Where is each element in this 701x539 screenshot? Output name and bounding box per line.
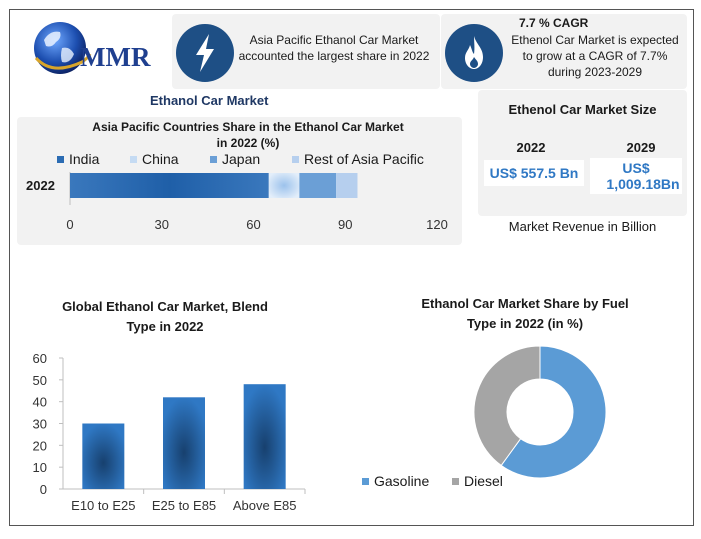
vbar-bar (163, 397, 205, 489)
asia-share-chart: 2022 0 30 60 90 120 (26, 172, 448, 232)
hbar-ticks: 0 30 60 90 120 (66, 217, 447, 232)
vbar-y-tick-label: 10 (33, 460, 47, 475)
legend-label-japan: Japan (222, 151, 261, 167)
vbar-category-label: E25 to E85 (152, 498, 216, 513)
vbar-bar (82, 423, 125, 489)
lightning-icon (196, 34, 214, 72)
blend-type-chart: 0 10 20 30 40 50 60 E10 to E25 E25 to E85 Above … (33, 351, 306, 513)
legend-swatch-gasoline (362, 477, 369, 485)
hbar-segment-china (268, 173, 300, 198)
vbar-y-tick-label: 60 (33, 351, 47, 366)
legend-japan: Japan (210, 151, 260, 167)
vbar-category-label: Above E85 (233, 498, 297, 513)
asia-chart-title: Asia Pacific Countries Share in the Etha… (38, 119, 458, 151)
legend-swatch-rest (292, 155, 299, 163)
hbar-tick-label: 120 (426, 217, 448, 232)
asia-chart-title-line2: in 2022 (%) (216, 136, 280, 150)
vbar-y-tick-label: 30 (33, 417, 47, 432)
logo: MMR (32, 18, 152, 88)
legend-swatch-diesel (452, 477, 459, 485)
legend-swatch-japan (210, 155, 217, 163)
highlight-card-asia: Asia Pacific Ethanol Car Market accounte… (172, 14, 440, 89)
market-size-caption: Market Revenue in Billion (508, 219, 657, 234)
hbar-segment-india (70, 173, 269, 198)
legend-gasoline: Gasoline (362, 473, 429, 489)
fuel-chart-title-line2: Type in 2022 (in %) (466, 316, 584, 331)
market-size-value-2029: US$ 1,009.18Bn (590, 158, 682, 194)
section-title: Ethanol Car Market (150, 93, 269, 108)
lightning-circle (176, 24, 234, 82)
hbar-tick-label: 30 (155, 217, 169, 232)
legend-diesel: Diesel (452, 473, 503, 489)
legend-label-gasoline: Gasoline (374, 473, 430, 489)
highlight-card-cagr: 7.7 % CAGR Ethenol Car Market is expecte… (441, 14, 687, 89)
legend-label-rest: Rest of Asia Pacific (304, 151, 424, 167)
market-size-year-2029: 2029 (626, 140, 656, 155)
card1-text: Asia Pacific Ethanol Car Market accounte… (238, 33, 430, 63)
hbar-segment-rest-of-asia-pacific (336, 173, 358, 198)
fuel-chart-title: Ethanol Car Market Share by Fuel Type in… (380, 294, 670, 334)
flame-icon (465, 36, 483, 69)
logo-text: MMR (80, 42, 151, 72)
legend-china: China (130, 151, 179, 167)
vbar-y-tick-label: 0 (40, 482, 47, 497)
market-size-title: Ethenol Car Market Size (508, 102, 657, 117)
market-size-value-2022: US$ 557.5 Bn (484, 160, 584, 186)
blend-chart-title-line1: Global Ethanol Car Market, Blend (62, 299, 268, 314)
market-size-value-2029-line1: US$ (622, 160, 650, 176)
legend-india: India (57, 151, 99, 167)
legend-swatch-china (130, 155, 137, 163)
vbar-bar (243, 384, 286, 489)
blend-chart-title: Global Ethanol Car Market, Blend Type in… (30, 297, 300, 337)
hbar-category-2022: 2022 (26, 178, 55, 193)
hbar-tick-label: 60 (246, 217, 260, 232)
hbar-segments (70, 173, 358, 198)
vbar-labels: E10 to E25 E25 to E85 Above E85 (71, 489, 306, 513)
blend-chart-title-line2: Type in 2022 (126, 319, 204, 334)
hbar-segment-japan (299, 173, 337, 198)
legend-swatch-india (57, 155, 64, 163)
donut-slice-gasoline (500, 345, 607, 479)
fuel-chart-title-line1: Ethanol Car Market Share by Fuel (421, 296, 629, 311)
vbar-category-label: E10 to E25 (71, 498, 135, 513)
card2-text: Ethenol Car Market is expected to grow a… (511, 33, 679, 79)
legend-label-india: India (69, 151, 100, 167)
hbar-tick-label: 90 (338, 217, 352, 232)
vbar-y-tick-label: 40 (33, 395, 47, 410)
vbar-y-tick-label: 20 (33, 438, 47, 453)
fuel-share-donut (473, 345, 607, 479)
donut-slice-diesel (473, 345, 541, 467)
market-size-panel: Ethenol Car Market Size 2022 2029 US$ 55… (478, 90, 687, 216)
legend-label-china: China (142, 151, 179, 167)
hbar-tick-label: 0 (66, 217, 73, 232)
globe-icon (34, 22, 92, 74)
flame-circle (445, 24, 503, 82)
vbar-bars (82, 384, 286, 489)
vbar-y-tick-label: 50 (33, 373, 47, 388)
asia-chart-title-line1: Asia Pacific Countries Share in the Etha… (92, 120, 404, 134)
market-size-year-2022: 2022 (516, 140, 546, 155)
card2-title: 7.7 % CAGR (519, 16, 589, 30)
legend-label-diesel: Diesel (464, 473, 503, 489)
donut-slices (473, 345, 607, 479)
market-size-value-2029-line2: 1,009.18Bn (606, 176, 680, 192)
legend-rest: Rest of Asia Pacific (292, 151, 424, 167)
